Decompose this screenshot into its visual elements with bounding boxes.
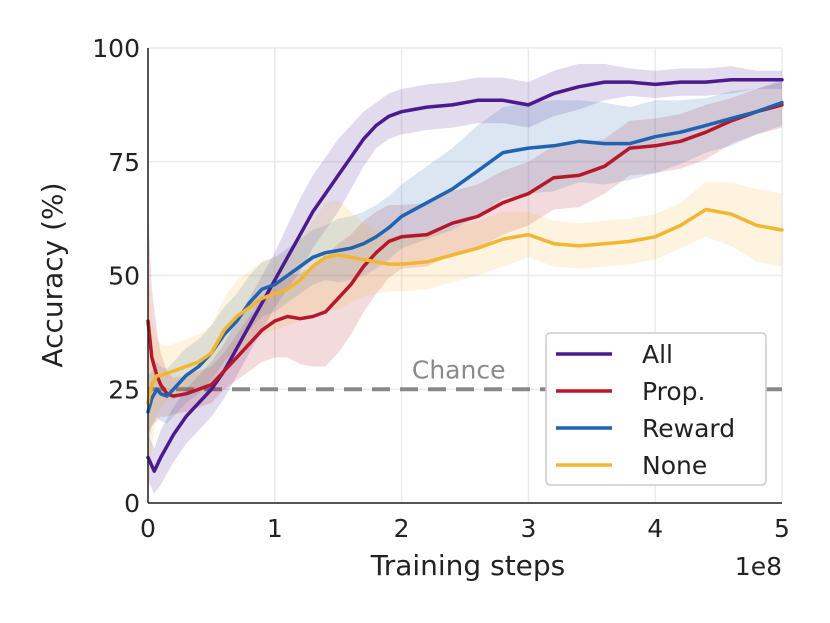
series-lines: [146, 78, 784, 473]
legend-label-all: All: [642, 340, 673, 369]
x-tick-labels: 0 1 2 3 4 5: [140, 514, 790, 543]
x-multiplier-label: 1e8: [735, 552, 782, 581]
axes: [147, 48, 782, 504]
legend-label-none: None: [642, 451, 707, 480]
y-tick-label: 50: [108, 262, 140, 291]
legend-label-reward: Reward: [642, 414, 735, 443]
legend: All Prop. Reward None: [545, 332, 767, 486]
grid-lines: [147, 47, 783, 504]
y-tick-label: 0: [124, 489, 140, 518]
y-tick-labels: 0 25 50 75 100: [92, 34, 140, 518]
y-tick-label: 100: [92, 34, 140, 63]
y-tick-label: 75: [108, 148, 140, 177]
x-tick-label: 0: [140, 514, 156, 543]
legend-frame: [545, 332, 767, 486]
line-reward: [146, 100, 784, 414]
x-tick-label: 4: [647, 514, 663, 543]
x-tick-label: 3: [520, 514, 536, 543]
y-axis-label: Accuracy (%): [36, 182, 69, 367]
legend-label-prop: Prop.: [642, 377, 705, 406]
line-prop: [146, 103, 784, 398]
x-tick-label: 2: [394, 514, 410, 543]
line-none: [146, 207, 784, 405]
x-tick-label: 5: [774, 514, 790, 543]
chance-line-group: Chance: [148, 355, 782, 392]
x-tick-label: 1: [267, 514, 283, 543]
band-prop: [148, 82, 782, 435]
band-reward: [148, 79, 782, 449]
line-all: [146, 78, 784, 473]
y-tick-label: 25: [108, 375, 140, 404]
chance-label: Chance: [412, 355, 506, 384]
x-axis-label: Training steps: [370, 549, 566, 582]
